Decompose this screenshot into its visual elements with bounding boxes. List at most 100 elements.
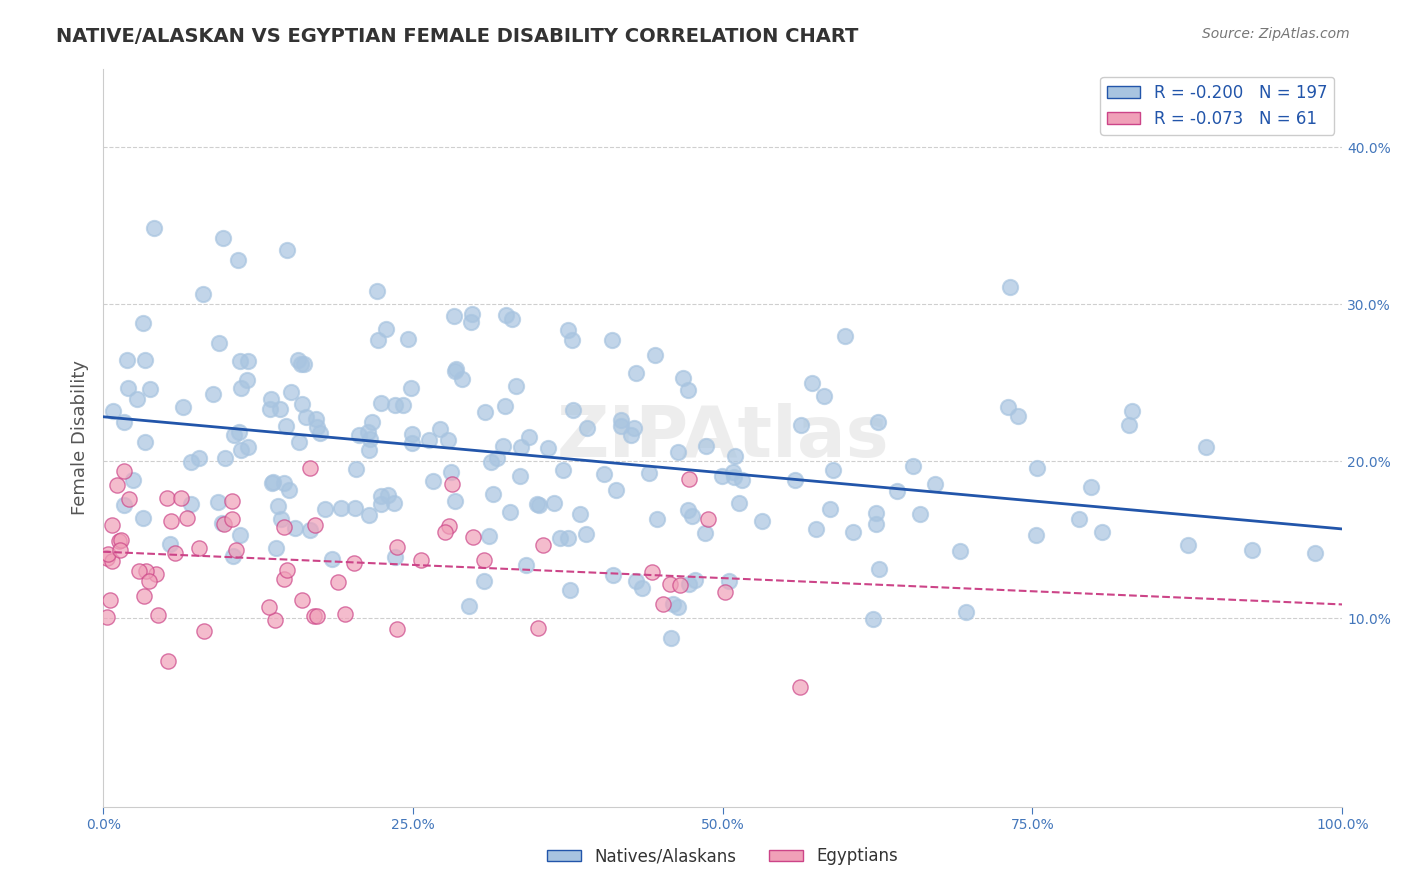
Point: [505, 378, 527, 392]
Point: [384, 398, 406, 412]
Point: [813, 389, 835, 403]
Point: [97, 547, 120, 561]
Point: [418, 434, 440, 448]
Legend: R = -0.200   N = 197, R = -0.073   N = 61: R = -0.200 N = 197, R = -0.073 N = 61: [1101, 77, 1334, 135]
Point: [924, 477, 946, 491]
Point: [623, 421, 645, 435]
Point: [527, 498, 550, 512]
Point: [610, 412, 633, 426]
Point: [998, 280, 1021, 294]
Text: NATIVE/ALASKAN VS EGYPTIAN FEMALE DISABILITY CORRELATION CHART: NATIVE/ALASKAN VS EGYPTIAN FEMALE DISABI…: [56, 27, 859, 45]
Point: [494, 399, 516, 413]
Point: [834, 329, 856, 343]
Point: [472, 574, 495, 588]
Point: [517, 430, 540, 444]
Point: [231, 442, 253, 457]
Y-axis label: Female Disability: Female Disability: [72, 360, 89, 515]
Text: ZIPAtlas: ZIPAtlas: [557, 403, 889, 472]
Point: [273, 475, 295, 490]
Point: [437, 434, 460, 448]
Point: [108, 542, 131, 557]
Point: [132, 511, 155, 525]
Point: [789, 680, 811, 694]
Point: [651, 597, 673, 611]
Point: [1067, 512, 1090, 526]
Point: [298, 460, 321, 475]
Point: [537, 441, 560, 455]
Point: [374, 322, 396, 336]
Point: [460, 315, 482, 329]
Point: [439, 466, 461, 480]
Point: [295, 409, 318, 424]
Point: [1303, 546, 1326, 560]
Point: [187, 541, 209, 555]
Point: [751, 515, 773, 529]
Point: [610, 418, 633, 433]
Point: [276, 563, 298, 577]
Point: [997, 400, 1019, 414]
Point: [304, 517, 326, 532]
Point: [193, 624, 215, 638]
Point: [101, 404, 124, 418]
Point: [228, 425, 250, 439]
Point: [548, 531, 571, 545]
Point: [191, 287, 214, 301]
Point: [284, 521, 307, 535]
Point: [98, 592, 121, 607]
Point: [949, 544, 972, 558]
Point: [731, 473, 754, 487]
Point: [478, 529, 501, 543]
Point: [396, 332, 419, 346]
Point: [474, 405, 496, 419]
Point: [666, 444, 689, 458]
Point: [647, 512, 669, 526]
Point: [125, 392, 148, 407]
Point: [669, 578, 692, 592]
Point: [188, 450, 211, 465]
Point: [399, 381, 422, 395]
Point: [357, 425, 380, 439]
Point: [492, 438, 515, 452]
Point: [695, 439, 717, 453]
Point: [463, 530, 485, 544]
Point: [224, 428, 246, 442]
Point: [551, 463, 574, 477]
Point: [333, 607, 356, 622]
Point: [575, 527, 598, 541]
Point: [451, 372, 474, 386]
Point: [515, 558, 537, 572]
Point: [165, 546, 187, 560]
Point: [128, 564, 150, 578]
Point: [214, 517, 236, 532]
Point: [370, 497, 392, 511]
Point: [1007, 409, 1029, 424]
Point: [180, 455, 202, 469]
Point: [620, 428, 643, 442]
Point: [110, 533, 132, 548]
Point: [458, 599, 481, 614]
Point: [328, 575, 350, 590]
Point: [818, 501, 841, 516]
Point: [1091, 525, 1114, 540]
Point: [361, 415, 384, 429]
Point: [112, 498, 135, 512]
Point: [443, 364, 465, 378]
Point: [112, 416, 135, 430]
Point: [605, 483, 627, 497]
Point: [347, 428, 370, 442]
Point: [862, 612, 884, 626]
Point: [785, 473, 807, 487]
Point: [658, 577, 681, 591]
Point: [401, 436, 423, 450]
Point: [370, 396, 392, 410]
Point: [723, 465, 745, 479]
Point: [444, 494, 467, 508]
Point: [100, 518, 122, 533]
Point: [1080, 480, 1102, 494]
Point: [384, 549, 406, 564]
Point: [287, 352, 309, 367]
Point: [274, 418, 297, 433]
Point: [481, 486, 503, 500]
Point: [727, 496, 749, 510]
Point: [886, 484, 908, 499]
